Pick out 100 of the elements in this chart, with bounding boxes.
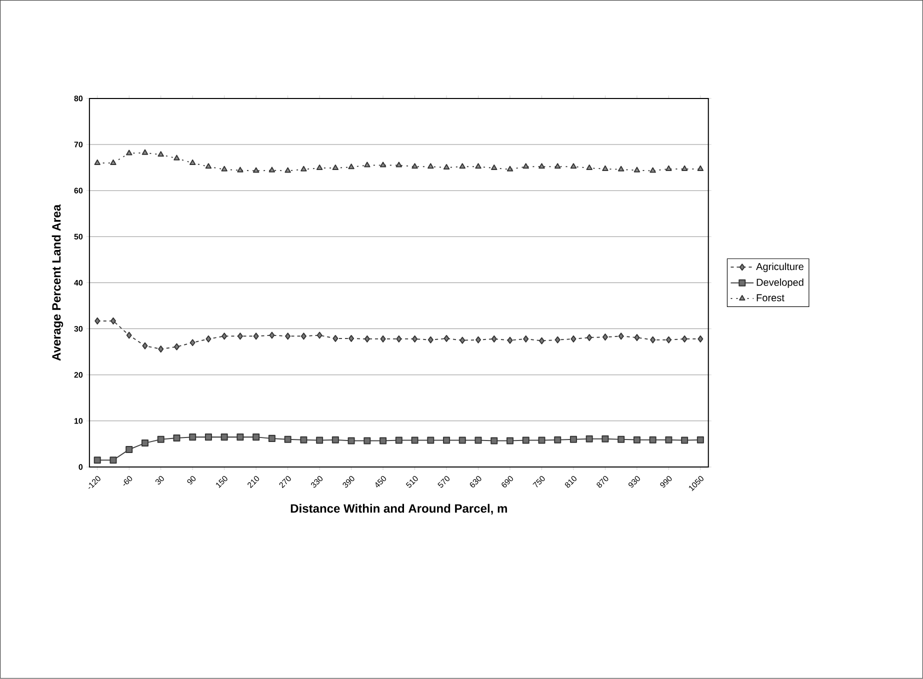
point [634, 334, 640, 342]
point [618, 332, 624, 340]
point [506, 166, 514, 172]
point [586, 334, 592, 342]
point [141, 440, 148, 447]
point [428, 336, 434, 344]
x-axis-title: Distance Within and Around Parcel, m [290, 504, 507, 515]
point [522, 436, 530, 444]
point [332, 164, 339, 170]
point [554, 163, 561, 169]
point [682, 336, 688, 343]
point [316, 332, 322, 339]
point [650, 167, 656, 173]
x-tick-label: 930 [628, 476, 640, 488]
x-tick-label: 210 [248, 476, 260, 488]
point [94, 160, 100, 166]
point [364, 162, 370, 168]
point [602, 436, 609, 443]
point [650, 336, 656, 344]
point [428, 163, 434, 169]
y-tick-label: 80 [74, 96, 83, 102]
y-tick-label: 50 [74, 234, 83, 240]
point [666, 166, 672, 172]
point [491, 164, 498, 170]
point [458, 436, 466, 444]
point [380, 336, 386, 343]
point [523, 336, 529, 343]
point [665, 436, 672, 444]
point [586, 436, 593, 443]
point [157, 436, 164, 444]
point [538, 163, 545, 169]
x-tick-label: 330 [311, 476, 323, 488]
point [252, 434, 260, 441]
point [666, 336, 672, 344]
point [237, 332, 243, 340]
x-tick-label: 570 [438, 476, 450, 488]
point [269, 332, 275, 339]
point [142, 342, 148, 350]
x-tick-label: 390 [342, 476, 354, 488]
point [554, 336, 560, 344]
point [412, 336, 418, 343]
y-tick-label: 40 [74, 280, 83, 286]
x-tick-label: 750 [532, 476, 545, 488]
y-tick-label: 70 [74, 142, 83, 148]
point [189, 160, 196, 166]
point [94, 456, 101, 464]
legend-label: Forest [756, 294, 784, 302]
point [222, 332, 228, 340]
point [236, 434, 244, 441]
point [459, 163, 466, 169]
point [396, 336, 402, 343]
point [253, 332, 259, 340]
legend-label: Agriculture [756, 262, 804, 272]
x-tick-label: -60 [123, 476, 132, 486]
x-tick-label: 510 [406, 476, 418, 488]
point [586, 164, 592, 170]
x-tick-label: 630 [470, 476, 482, 488]
point [316, 436, 324, 444]
y-tick-label: 30 [74, 326, 83, 332]
point [522, 163, 529, 169]
point [332, 335, 338, 342]
x-tick-label: 810 [564, 476, 576, 488]
point [474, 436, 482, 444]
point [158, 151, 164, 157]
point [237, 167, 244, 173]
point [285, 332, 291, 340]
point [126, 446, 133, 454]
point [300, 436, 308, 444]
point [395, 436, 402, 444]
point [284, 436, 292, 444]
point [204, 434, 212, 441]
y-tick-label: 10 [74, 418, 83, 424]
point [380, 437, 387, 444]
point [348, 335, 354, 342]
point [300, 166, 307, 172]
point [396, 162, 402, 168]
x-tick-label: 30 [155, 476, 164, 485]
y-tick-label: 60 [74, 188, 83, 194]
point [681, 166, 688, 172]
point [268, 167, 276, 173]
point [507, 336, 513, 344]
point [380, 162, 386, 168]
y-tick-label: 0 [78, 464, 83, 470]
point [412, 163, 418, 169]
point [300, 332, 306, 340]
point [443, 436, 450, 444]
point [126, 150, 132, 156]
x-tick-label: 450 [376, 476, 386, 488]
x-tick-label: 150 [216, 476, 228, 488]
point [427, 436, 434, 444]
point [633, 436, 640, 444]
point [538, 436, 546, 444]
legend-label: Developed [756, 278, 804, 288]
point [476, 336, 482, 344]
point [126, 332, 132, 339]
point [284, 167, 291, 173]
point [190, 339, 196, 346]
point [174, 343, 180, 350]
x-tick-label: 90 [187, 476, 196, 485]
x-tick-label: -120 [88, 476, 100, 489]
